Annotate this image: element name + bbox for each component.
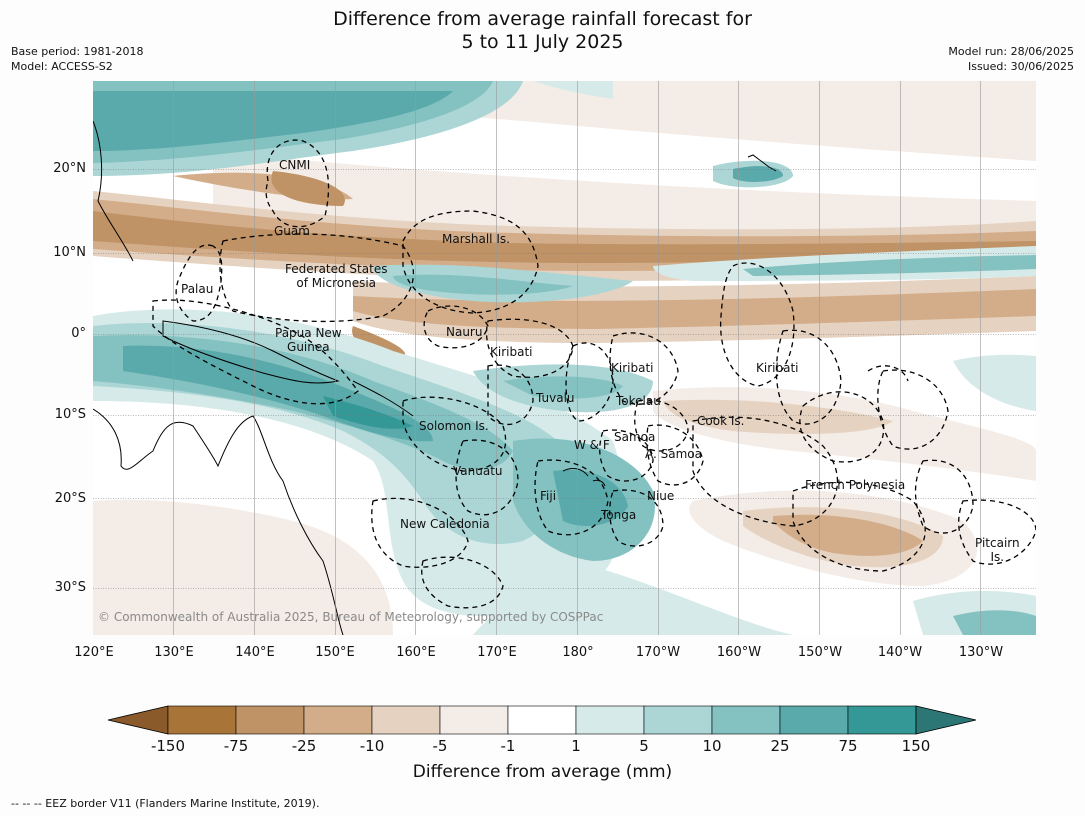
base-period: Base period: 1981-2018 [11,45,144,58]
colorbar-segment [643,705,713,735]
lon-label-140w: 140°W [877,645,923,660]
cbar-tick: 150 [901,737,931,755]
lon-label-160w: 160°W [716,645,762,660]
place-nauru: Nauru [446,325,483,339]
place-kiribati-central: Kiribati [611,361,654,375]
model-run: Model run: 28/06/2025 [948,45,1074,58]
cbar-tick: 75 [838,737,858,755]
place-niue: Niue [647,489,675,503]
place-tuvalu: Tuvalu [536,391,575,405]
place-png: Papua New Guinea [275,326,342,354]
lon-label-120e: 120°E [74,645,114,660]
place-tonga: Tonga [601,508,637,522]
place-pitcairn-line2: Is. [990,550,1005,564]
cbar-tick: -5 [432,737,448,755]
colorbar-segment [507,705,577,735]
map-title: Difference from average rainfall forecas… [0,8,1085,54]
place-american-samoa: A. Samoa [645,447,702,461]
model-name: Model: ACCESS-S2 [11,60,113,73]
cbar-tick: -1 [500,737,516,755]
place-cnmi: CNMI [279,158,311,172]
cbar-tick: -150 [150,737,186,755]
issued-date: Issued: 30/06/2025 [967,60,1074,73]
colorbar-segment [371,705,441,735]
lon-label-130e: 130°E [154,645,194,660]
colorbar-segment [235,705,305,735]
colorbar-extend-low [107,705,169,735]
meta-right: Model run: 28/06/2025 Issued: 30/06/2025 [948,44,1074,74]
lon-label-160e: 160°E [396,645,436,660]
cbar-tick: 10 [702,737,722,755]
lat-label-10s: 10°S [54,407,86,422]
place-fiji: Fiji [540,489,557,503]
lat-label-0: 0° [71,326,86,341]
rainfall-map [93,81,1036,635]
lon-label-150w: 150°W [797,645,843,660]
meta-left: Base period: 1981-2018 Model: ACCESS-S2 [11,44,143,74]
colorbar-segment [711,705,781,735]
cbar-tick: -10 [359,737,385,755]
colorbar-extend-high [915,705,977,735]
place-marshall: Marshall Is. [442,232,510,246]
place-vanuatu: Vanuatu [453,464,503,478]
lon-label-180: 180° [562,645,594,660]
place-new-caledonia: New Caledonia [400,517,490,531]
copyright-notice: © Commonwealth of Australia 2025, Bureau… [98,610,604,624]
place-guam: Guam [274,224,310,238]
lon-label-130w: 130°W [958,645,1004,660]
place-tokelau: Tokelau [616,394,661,408]
cbar-tick: 1 [571,737,581,755]
place-kiribati-west: Kiribati [490,345,533,359]
map-canvas [93,81,1036,635]
title-line-2: 5 to 11 July 2025 [461,31,624,53]
lon-label-170w: 170°W [635,645,681,660]
colorbar-label: Difference from average (mm) [412,762,673,782]
colorbar-segment [439,705,509,735]
cbar-tick: 25 [770,737,790,755]
place-fsm-line1: Federated States [285,262,388,276]
colorbar-segment [847,705,917,735]
place-solomon: Solomon Is. [419,419,489,433]
cbar-tick: 5 [639,737,649,755]
lat-label-20n: 20°N [53,161,86,176]
grid-lines [173,81,981,635]
colorbar [107,705,977,735]
place-palau: Palau [181,282,214,296]
place-wallis-futuna: W & F [574,438,610,452]
colorbar-segment [779,705,849,735]
lon-label-170e: 170°E [477,645,517,660]
place-pitcairn: Pitcairn Is. [975,536,1020,564]
place-samoa: Samoa [614,430,656,444]
place-kiribati-east: Kiribati [756,361,799,375]
lat-label-20s: 20°S [54,491,86,506]
place-cook-islands: Cook Is. [697,414,745,428]
cbar-tick: -75 [223,737,249,755]
place-png-line1: Papua New [275,326,342,340]
place-fsm: Federated States of Micronesia [285,262,387,290]
title-line-1: Difference from average rainfall forecas… [333,8,752,30]
lon-label-140e: 140°E [235,645,275,660]
lat-label-10n: 10°N [53,245,86,260]
colorbar-segment [303,705,373,735]
eez-borders [152,139,1036,609]
lat-label-30s: 30°S [54,580,86,595]
colorbar-segment [575,705,645,735]
place-french-polynesia: French Polynesia [805,478,906,492]
cbar-tick: -25 [291,737,317,755]
place-fsm-line2: of Micronesia [296,276,377,290]
place-pitcairn-line1: Pitcairn [975,536,1020,550]
lon-label-150e: 150°E [315,645,355,660]
colorbar-segment [167,705,237,735]
place-png-line2: Guinea [287,340,330,354]
eez-legend-footer: -- -- -- EEZ border V11 (Flanders Marine… [11,797,320,810]
